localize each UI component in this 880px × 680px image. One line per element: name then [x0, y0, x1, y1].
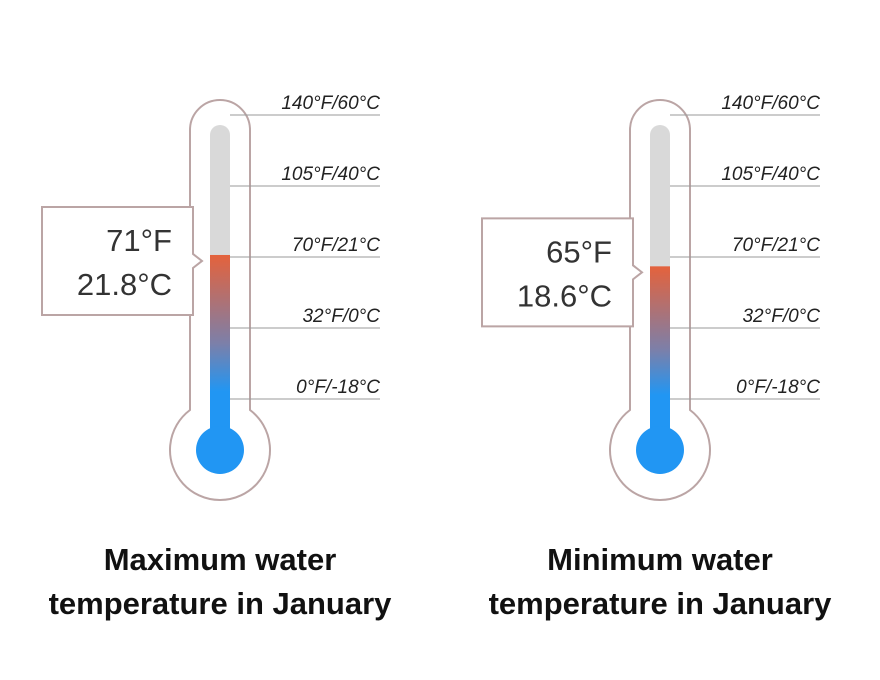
value-label: 71°F [106, 223, 172, 258]
tick-label: 70°F/21°C [292, 235, 380, 256]
bulb [196, 426, 244, 474]
tick-label: 0°F/-18°C [296, 377, 380, 398]
title: Maximum water temperature in January [48, 542, 392, 621]
tick-label: 70°F/21°C [732, 235, 820, 256]
value-label: 21.8°C [77, 267, 172, 302]
tick-label: 140°F/60°C [721, 93, 820, 114]
callout [481, 217, 644, 328]
mercury [210, 254, 230, 450]
value-label: 18.6°C [517, 278, 612, 313]
tick-label: 105°F/40°C [721, 164, 820, 185]
tick-label: 32°F/0°C [742, 306, 820, 327]
value-label: 65°F [546, 234, 612, 269]
tick-label: 140°F/60°C [281, 93, 380, 114]
tick-label: 0°F/-18°C [736, 377, 820, 398]
tick-label: 105°F/40°C [281, 164, 380, 185]
mercury [650, 266, 670, 450]
tick-label: 32°F/0°C [302, 306, 380, 327]
callout [41, 205, 204, 316]
bulb [636, 426, 684, 474]
title: Minimum water temperature in January [488, 542, 832, 621]
